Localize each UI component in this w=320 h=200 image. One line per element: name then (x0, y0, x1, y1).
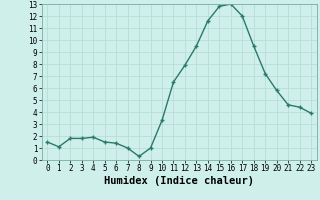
X-axis label: Humidex (Indice chaleur): Humidex (Indice chaleur) (104, 176, 254, 186)
